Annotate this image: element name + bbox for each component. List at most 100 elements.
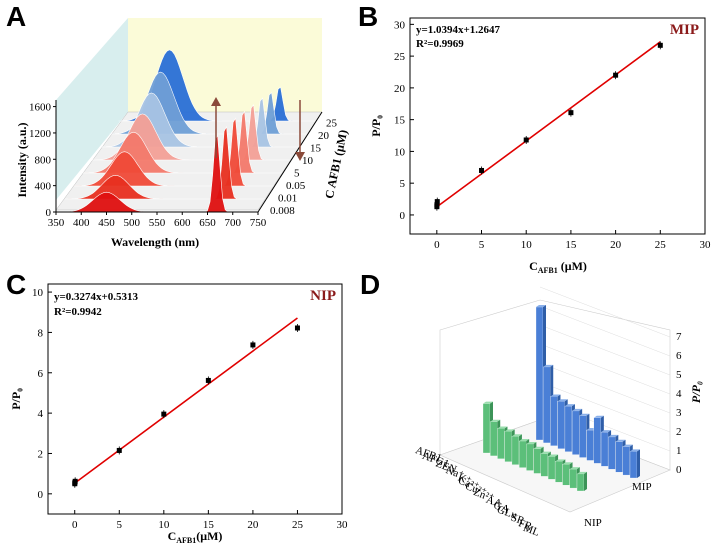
d-ztick-label: 2 xyxy=(676,426,682,438)
panel-label-b: B xyxy=(358,1,378,32)
a-xtick-label: 450 xyxy=(98,217,115,229)
panel-d-3d-bars: 01234567AFB1AFG1ZENNa⁺K⁺Ca²⁺Cu²⁺Zn²⁺AAGA… xyxy=(414,286,703,539)
d-bar-top xyxy=(533,446,544,449)
a-xtick-label: 500 xyxy=(124,217,141,229)
a-ztick-label: 0.01 xyxy=(278,193,297,205)
d-series-label-nip: NIP xyxy=(584,517,602,529)
panel-a-waterfall: 350 400 450 500 550 600 650 700 750 0 400 800 1200 16… xyxy=(15,18,350,249)
d-bar-top xyxy=(555,459,566,462)
d-bar-NIP xyxy=(562,464,570,486)
d-bar-top xyxy=(564,404,575,407)
b-ytick-label: 0 xyxy=(400,210,406,222)
c-ytick-label: 6 xyxy=(38,368,44,380)
b-fit-line xyxy=(436,41,661,208)
arrow-down-head xyxy=(295,152,305,161)
b-ytick-label: 20 xyxy=(394,83,406,95)
b-ytick-label: 15 xyxy=(394,115,406,127)
d-bar-MIP xyxy=(557,401,565,449)
a-ztick-label: 15 xyxy=(310,143,322,155)
d-bar-NIP xyxy=(519,440,527,468)
a-ytick-label: 1600 xyxy=(29,102,52,114)
d-bar-NIP xyxy=(490,421,498,457)
d-bar-NIP xyxy=(526,443,534,471)
b-xlabel: CAFB1 (μM) xyxy=(529,259,587,275)
panel-b-mip-linear: 0 5 10 15 20 25 30 0 5 10 15 20 25 30 y=1.0394x+1.264… xyxy=(369,17,711,275)
c-ylabel: P/P₀ xyxy=(9,388,23,410)
d-bar-top xyxy=(519,439,530,442)
a-ytick-label: 400 xyxy=(35,181,52,193)
a-ztick-label: 25 xyxy=(326,118,338,130)
d-bar-MIP xyxy=(535,306,544,441)
d-bar-NIP xyxy=(555,461,563,483)
d-bar-side xyxy=(584,471,587,491)
c-xlabel: CAFB1(μM) xyxy=(168,529,223,544)
waterfall-curve-5 xyxy=(82,110,285,174)
d-ztick-label: 5 xyxy=(676,369,682,381)
d-bar-MIP xyxy=(622,446,630,476)
a-xlabel: Wavelength (nm) xyxy=(111,235,199,249)
d-bar-top xyxy=(490,419,501,422)
d-bar-MIP xyxy=(572,410,580,455)
c-ytick-label: 8 xyxy=(38,327,44,339)
c-xtick-label: 10 xyxy=(158,519,170,531)
b-xtick-label: 5 xyxy=(479,239,485,251)
b-ytick-label: 30 xyxy=(394,19,406,31)
b-ylabel: P/P₀ xyxy=(369,115,383,137)
d-bar-top xyxy=(548,454,559,457)
d-bar-top xyxy=(572,408,583,411)
c-tag: NIP xyxy=(310,288,336,304)
d-bar-NIP xyxy=(511,436,520,465)
d-bar-NIP xyxy=(504,431,512,462)
a-z-axis xyxy=(257,111,323,213)
panel-label-c: C xyxy=(6,269,26,300)
d-grid-line xyxy=(539,305,671,357)
d-bar-NIP xyxy=(533,448,541,474)
waterfall-curve-0.01 xyxy=(65,125,267,200)
d-grid-line xyxy=(539,362,671,414)
b-ytick-label: 5 xyxy=(400,178,406,190)
c-xtick-label: 25 xyxy=(292,519,304,531)
a-xtick-label: 750 xyxy=(250,217,267,229)
d-bar-top xyxy=(593,415,604,418)
d-bar-top xyxy=(540,451,551,454)
a-xtick-label: 400 xyxy=(73,217,90,229)
d-bar-NIP xyxy=(540,453,548,477)
d-bar-top xyxy=(526,441,537,444)
d-category-label: K⁺ xyxy=(456,472,473,488)
a-ztick-label: 0.05 xyxy=(286,180,306,192)
c-xtick-label: 20 xyxy=(247,519,259,531)
side-wall-cyan xyxy=(56,18,128,200)
d-bar-top xyxy=(536,305,546,307)
d-bar-NIP xyxy=(569,468,577,489)
d-bar-top xyxy=(579,413,590,416)
c-r2: R²=0.9942 xyxy=(54,306,102,318)
d-bar-MIP xyxy=(608,436,616,470)
d-bar-top xyxy=(615,439,626,442)
d-bar-top xyxy=(569,467,580,470)
d-bar-top xyxy=(577,471,587,474)
d-grid-line xyxy=(539,381,671,433)
d-grid-line xyxy=(539,343,671,395)
d-bar-NIP xyxy=(497,428,505,459)
a-ztick-label: 10 xyxy=(302,155,314,167)
d-bar-MIP xyxy=(586,429,594,461)
c-plot-frame xyxy=(47,283,343,515)
a-ytick-label: 0 xyxy=(46,207,52,219)
d-bar-top xyxy=(543,364,554,367)
d-bar-top xyxy=(511,434,522,437)
b-equation: y=1.0394x+1.2647 xyxy=(416,24,501,36)
waterfall-curve-0.05 xyxy=(73,117,276,187)
a-ytick-label: 1200 xyxy=(29,128,52,140)
panel-label-a: A xyxy=(6,1,26,32)
d-bar-side xyxy=(637,449,640,478)
d-ztick-label: 6 xyxy=(676,350,682,362)
d-bar-MIP xyxy=(564,405,573,452)
a-xtick-label: 350 xyxy=(48,217,65,229)
b-xtick-label: 15 xyxy=(565,239,577,251)
d-grid-line xyxy=(539,324,671,376)
b-xtick-label: 10 xyxy=(521,239,533,251)
d-bar-NIP xyxy=(576,473,585,492)
c-ytick-label: 2 xyxy=(38,448,44,460)
d-bar-top xyxy=(608,434,619,437)
